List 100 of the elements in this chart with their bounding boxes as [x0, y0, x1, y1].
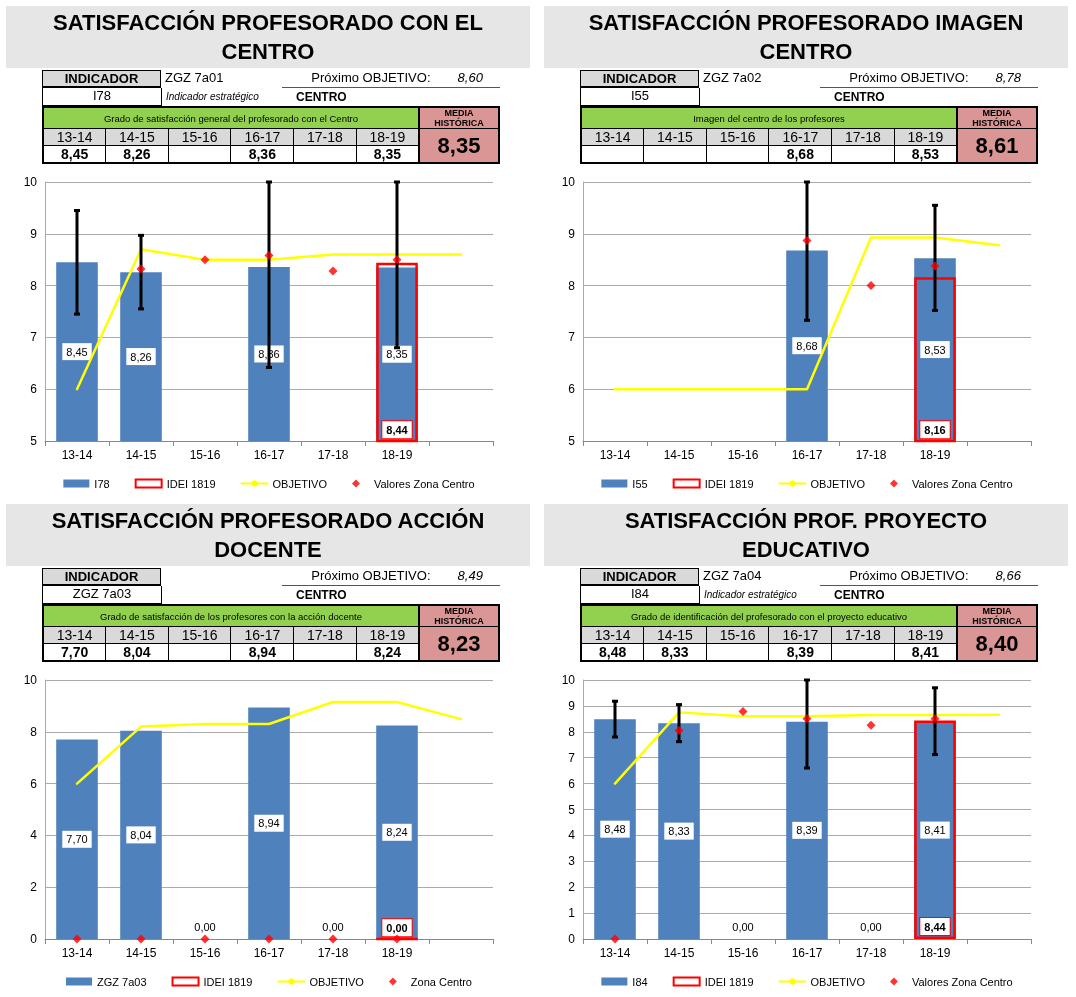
- y-tick-label: 7: [568, 750, 576, 765]
- legend-label: OBJETIVO: [810, 975, 866, 988]
- category-label: 18-19: [907, 627, 944, 643]
- text: Imagen del centro de los profesores: [581, 107, 957, 129]
- data-label: 8,04: [130, 828, 152, 841]
- category-label: 17-18: [307, 129, 343, 145]
- text: Indicador estratégico: [165, 90, 260, 104]
- data-label: 8,16: [924, 423, 946, 436]
- text: ZGZ 7a04: [701, 568, 763, 585]
- legend-label: Valores Zona Centro: [373, 477, 475, 490]
- category-label: 18-19: [369, 627, 406, 643]
- y-tick-label: 8: [30, 278, 38, 293]
- x-tick-label: 16-17: [791, 946, 823, 960]
- text: 8,48: [581, 643, 644, 661]
- category-label: 13-14: [594, 627, 631, 643]
- y-tick-label: 2: [568, 880, 576, 895]
- data-label: 8,35: [386, 348, 408, 361]
- x-tick-label: 14-15: [663, 448, 695, 462]
- text: Indicador estratégico: [703, 588, 798, 602]
- text: 8,60: [440, 70, 500, 88]
- data-label: 8,53: [924, 343, 946, 356]
- legend-label: OBJETIVO: [810, 477, 866, 490]
- y-tick-label: 10: [23, 673, 38, 687]
- text: 8,49: [440, 568, 500, 586]
- text: Grado de satisfacción general del profesorado con el Centro: [43, 107, 419, 129]
- text: CENTRO: [296, 89, 347, 106]
- text: 8,41: [894, 643, 957, 661]
- data-label: 0,00: [386, 921, 408, 934]
- legend-label: IDEI 1819: [704, 975, 754, 988]
- y-tick-label: 10: [561, 175, 576, 189]
- legend-label: OBJETIVO: [272, 477, 328, 490]
- x-tick-label: 13-14: [599, 946, 631, 960]
- y-tick-label: 3: [568, 854, 576, 869]
- x-tick-label: 18-19: [919, 448, 951, 462]
- data-label: 8,33: [668, 825, 690, 838]
- y-tick-label: 5: [30, 434, 38, 448]
- data-label: 8,41: [924, 824, 946, 837]
- y-tick-label: 5: [568, 434, 576, 448]
- category-label: 17-18: [845, 627, 881, 643]
- text: Próximo OBJETIVO:: [281, 568, 441, 586]
- data-label: 8,45: [66, 345, 88, 358]
- x-tick-label: 13-14: [599, 448, 631, 462]
- category-label: 14-15: [119, 129, 155, 145]
- y-tick-label: 10: [561, 673, 576, 687]
- legend-label: IDEI 1819: [203, 975, 253, 988]
- y-tick-label: 6: [30, 382, 38, 397]
- x-tick-label: 17-18: [317, 946, 349, 960]
- text: CENTRO: [834, 89, 885, 106]
- data-label: 0,00: [732, 920, 754, 933]
- category-label: 18-19: [369, 129, 406, 145]
- x-tick-label: 16-17: [253, 448, 285, 462]
- chart-title: SATISFACCIÓN PROFESORADO CON EL CENTRO: [52, 9, 484, 66]
- y-tick-label: 5: [568, 802, 576, 817]
- text: 8,04: [105, 643, 169, 661]
- data-label: 8,68: [796, 339, 818, 352]
- x-tick-label: 18-19: [919, 946, 951, 960]
- text: 8,40: [957, 626, 1037, 661]
- y-tick-label: 9: [568, 226, 576, 241]
- data-label: 7,70: [66, 833, 88, 846]
- text: MEDIA HISTÓRICA: [957, 605, 1037, 627]
- y-tick-label: 7: [30, 330, 38, 345]
- x-tick-label: 14-15: [125, 946, 157, 960]
- category-label: 13-14: [56, 129, 93, 145]
- data-label: 8,26: [130, 350, 152, 363]
- text: INDICADOR: [580, 70, 699, 88]
- text: 8,61: [957, 128, 1037, 163]
- x-tick-label: 15-16: [727, 946, 759, 960]
- y-tick-label: 7: [568, 330, 576, 345]
- text: 7,70: [43, 643, 106, 661]
- x-tick-label: 15-16: [727, 448, 759, 462]
- text: 8,94: [230, 643, 294, 661]
- data-label: 8,48: [604, 823, 626, 836]
- text: 8,33: [643, 643, 707, 661]
- text: I78: [42, 88, 162, 106]
- chart-title: SATISFACCIÓN PROFESORADO ACCIÓN DOCENTE: [50, 507, 486, 564]
- text: 8,53: [894, 145, 957, 163]
- text: 8,78: [978, 70, 1038, 88]
- x-tick-label: 18-19: [381, 946, 413, 960]
- x-tick-label: 17-18: [317, 448, 349, 462]
- y-tick-label: 10: [23, 175, 38, 189]
- legend-label: Valores Zona Centro: [911, 975, 1013, 988]
- category-label: 15-16: [181, 627, 218, 643]
- text: ZGZ 7a01: [163, 70, 225, 87]
- y-tick-label: 0: [568, 932, 576, 946]
- x-tick-label: 16-17: [253, 946, 285, 960]
- text: 8,23: [419, 626, 499, 661]
- y-tick-label: 6: [30, 776, 38, 791]
- category-label: 16-17: [244, 129, 281, 145]
- y-tick-label: 6: [568, 382, 576, 397]
- text: ZGZ 7a02: [701, 70, 763, 87]
- text: 8,45: [43, 145, 106, 163]
- category-label: 18-19: [907, 129, 944, 145]
- text: ZGZ 7a03: [42, 586, 162, 604]
- data-label: 8,24: [386, 826, 408, 839]
- text: INDICADOR: [580, 568, 699, 586]
- x-tick-label: 14-15: [663, 946, 695, 960]
- category-label: 17-18: [307, 627, 343, 643]
- text: Grado de satisfacción de los profesores con la acción docente: [43, 605, 419, 627]
- text: Próximo OBJETIVO:: [819, 568, 979, 586]
- y-tick-label: 6: [568, 776, 576, 791]
